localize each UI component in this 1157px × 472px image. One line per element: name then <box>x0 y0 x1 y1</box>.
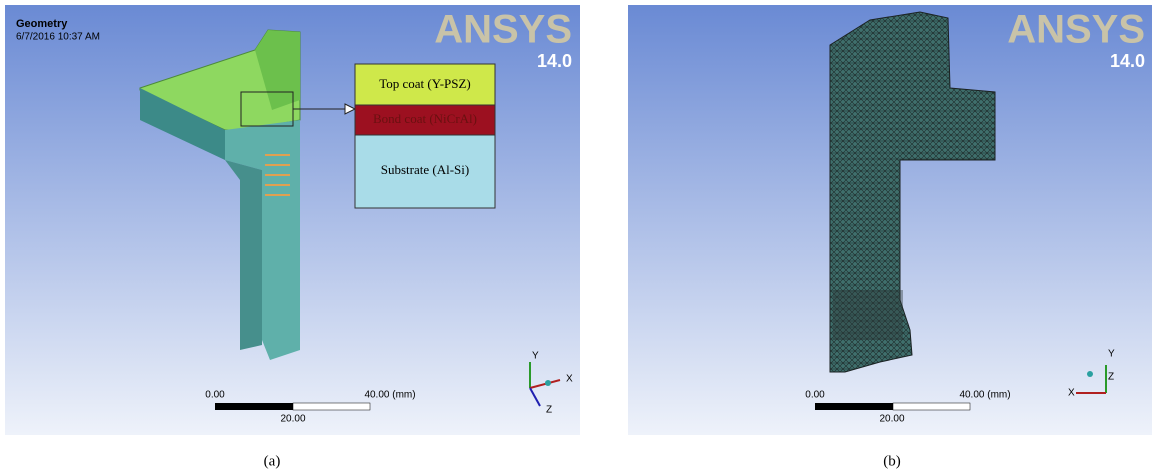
version: 14.0 <box>537 51 572 71</box>
scale-bar <box>893 403 970 410</box>
axis-label: Z <box>1108 372 1114 383</box>
logo: ANSYS <box>1007 8 1145 52</box>
layer-label: Bond coat (NiCrAl) <box>373 111 477 126</box>
axis-label: Y <box>532 351 539 362</box>
axis-label: Y <box>1108 349 1115 360</box>
scale-mid: 20.00 <box>879 414 904 425</box>
axis-label: X <box>566 374 573 385</box>
scale-bar <box>215 403 293 410</box>
scale-start: 0.00 <box>805 390 825 401</box>
version: 14.0 <box>1110 51 1145 71</box>
scale-bar <box>815 403 893 410</box>
scale-bar <box>293 403 370 410</box>
scale-mid: 20.00 <box>280 414 305 425</box>
caption: (a) <box>264 453 281 469</box>
scale-end: 40.00 (mm) <box>364 390 415 401</box>
scale-end: 40.00 (mm) <box>959 390 1010 401</box>
layer-label: Top coat (Y-PSZ) <box>379 76 471 91</box>
caption: (b) <box>883 453 901 469</box>
axis-label: X <box>1068 388 1075 399</box>
logo: ANSYS <box>434 8 572 52</box>
figure: Geometry 6/7/2016 10:37 AM ANSYS 14.0 To… <box>0 0 1157 472</box>
timestamp: 6/7/2016 10:37 AM <box>16 32 100 43</box>
axis-label: Z <box>546 405 552 416</box>
scale-start: 0.00 <box>205 390 225 401</box>
layer-label: Substrate (Al-Si) <box>381 162 469 177</box>
header: Geometry <box>16 18 68 30</box>
